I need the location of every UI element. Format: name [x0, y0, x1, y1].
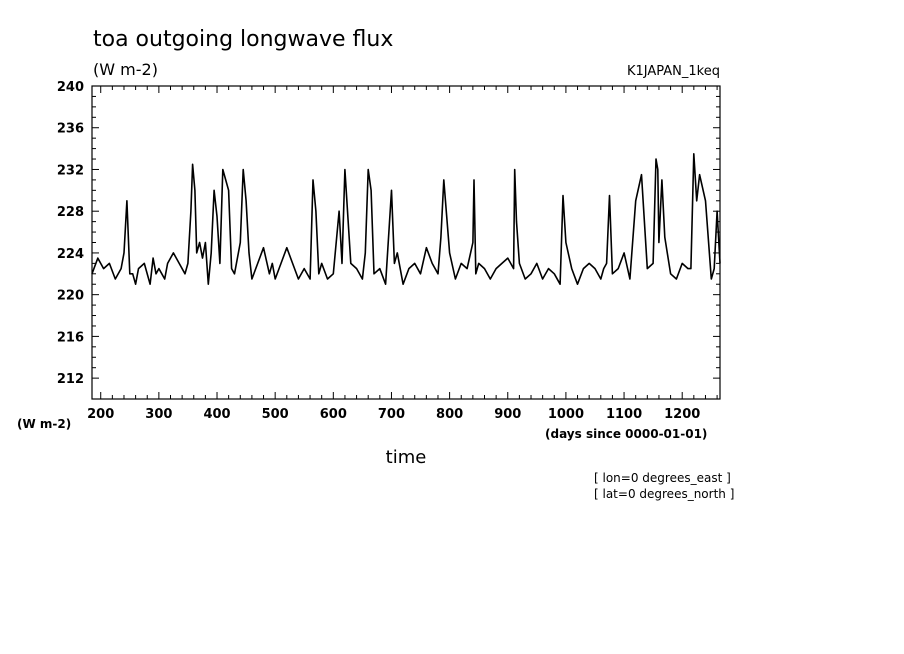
units-label: (W m-2) [93, 60, 158, 79]
y-axis-label: (W m-2) [17, 417, 71, 431]
chart-title: toa outgoing longwave flux [93, 27, 393, 52]
y-tick-label: 216 [57, 330, 84, 345]
y-tick-label: 240 [57, 80, 84, 95]
lat-note: [ lat=0 degrees_north ] [594, 487, 734, 501]
dataset-label: K1JAPAN_1keq [627, 64, 720, 79]
x-tick-label: 500 [262, 407, 289, 422]
lon-note: [ lon=0 degrees_east ] [594, 471, 731, 485]
y-tick-label: 236 [57, 122, 84, 137]
y-tick-label: 220 [57, 289, 84, 304]
x-tick-label: 600 [320, 407, 347, 422]
y-tick-label: 228 [57, 205, 84, 220]
x-tick-label: 200 [87, 407, 114, 422]
x-tick-label: 1200 [664, 407, 700, 422]
plot-area [91, 85, 721, 400]
x-tick-label: 1000 [548, 407, 584, 422]
plot-frame [91, 85, 721, 400]
x-axis: 200 300 400 500 600 700 800 900 1000 1100 1200 [87, 86, 718, 422]
x-tick-label: 900 [494, 407, 521, 422]
x-tick-label: 1100 [606, 407, 642, 422]
y-axis: 212 216 220 224 228 232 236 240 [57, 80, 720, 387]
y-tick-label: 232 [57, 163, 84, 178]
x-tick-label: 700 [378, 407, 405, 422]
x-tick-label: 400 [203, 407, 230, 422]
x-units-label: (days since 0000-01-01) [545, 427, 707, 441]
series-line [91, 153, 721, 286]
x-axis-label: time [386, 447, 427, 468]
x-tick-label: 300 [145, 407, 172, 422]
x-tick-label: 800 [436, 407, 463, 422]
y-tick-label: 224 [57, 247, 84, 262]
y-tick-label: 212 [57, 372, 84, 387]
